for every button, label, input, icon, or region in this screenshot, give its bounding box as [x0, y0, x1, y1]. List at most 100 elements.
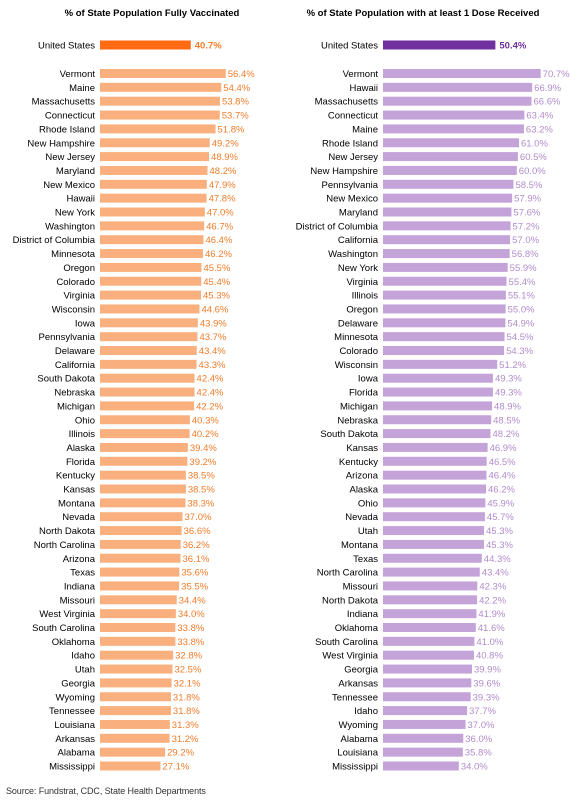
panel-1-data-label: 56.4% — [228, 69, 255, 80]
panel-1-data-label: 31.3% — [172, 720, 199, 731]
panel-1-bar — [100, 262, 202, 272]
panel-2-bar — [383, 664, 472, 674]
panel-2-data-label: 39.3% — [473, 692, 500, 703]
panel-1-category-label: Nebraska — [54, 388, 95, 399]
panel-2-data-label: 63.4% — [526, 111, 553, 122]
panel-1-category-label: New Jersey — [45, 152, 95, 163]
panel-2-data-label: 49.3% — [495, 374, 522, 385]
panel-1-data-label: 32.5% — [174, 665, 201, 676]
panel-1-bar — [100, 69, 226, 78]
panel-1-data-label: 32.8% — [175, 651, 202, 662]
panel-2-bar — [383, 415, 492, 425]
panel-2-data-label: 48.5% — [493, 415, 520, 426]
panel-2-data-label: 55.0% — [508, 304, 535, 315]
panel-1-category-label: Minnesota — [51, 249, 96, 260]
panel-1-data-label: 53.8% — [222, 97, 249, 108]
panel-1-category-label: New Hampshire — [27, 138, 95, 149]
panel-2-category-label: Oregon — [346, 304, 378, 315]
panel-2-category-label: Maryland — [339, 208, 378, 219]
panel-2-data-label: 66.9% — [534, 83, 561, 94]
panel-1-data-label: 48.9% — [211, 152, 238, 163]
panel-2-category-label: Kansas — [346, 443, 378, 454]
panel-2-bar — [383, 179, 514, 189]
panel-1-data-label: 42.4% — [197, 388, 224, 399]
panel-1-bar — [100, 553, 181, 563]
panel-2-category-label: Rhode Island — [322, 138, 378, 149]
panel-2-bar — [383, 526, 485, 536]
panel-2-category-label: West Virginia — [322, 651, 378, 662]
panel-1-category-label: Kentucky — [56, 471, 95, 482]
panel-2-category-label: Massachusetts — [315, 97, 379, 108]
panel-2-category-label: Alabama — [341, 734, 379, 745]
panel-1-data-label: 45.5% — [203, 263, 230, 274]
panel-1-category-label: Rhode Island — [39, 124, 95, 135]
panel-1-data-label: 53.7% — [222, 111, 249, 122]
panel-1-bar — [100, 761, 161, 771]
panel-2-category-label: Illinois — [352, 291, 379, 302]
panel-1-bar — [100, 179, 207, 189]
panel-2-category-label: Indiana — [347, 609, 379, 620]
panel-2-data-label: 46.4% — [488, 471, 515, 482]
panel-2-bar — [383, 221, 511, 231]
panel-1-category-label: Washington — [45, 221, 95, 232]
panel-1-us-bar — [100, 40, 191, 50]
panel-2-bar — [383, 346, 505, 355]
panel-2-bar — [383, 373, 493, 383]
panel-2-data-label: 55.1% — [508, 291, 535, 302]
panel-2-bar — [383, 747, 463, 757]
panel-1-data-label: 44.6% — [201, 304, 228, 315]
panel-2-category-label: New York — [338, 263, 378, 274]
panel-2-category-label: Hawaii — [349, 83, 378, 94]
panel-1-bar — [100, 235, 204, 245]
panel-2-bar — [383, 304, 506, 314]
panel-2-data-label: 57.2% — [513, 221, 540, 232]
panel-2-bar — [383, 69, 541, 78]
panel-1-category-label: Michigan — [57, 401, 95, 412]
panel-1-data-label: 27.1% — [162, 762, 189, 773]
panel-1-bar — [100, 609, 176, 619]
panel-2-category-label: Nebraska — [337, 415, 378, 426]
panel-1-category-label: South Dakota — [37, 374, 95, 385]
panel-2-data-label: 45.3% — [486, 540, 513, 551]
panel-1-data-label: 45.4% — [203, 277, 230, 288]
panel-2-bar — [383, 623, 476, 632]
panel-1-bar — [100, 512, 183, 522]
panel-1-bar — [100, 359, 197, 369]
panel-2-category-label: New Mexico — [326, 194, 378, 205]
panel-2-bar — [383, 290, 506, 300]
panel-2-bar — [383, 401, 493, 411]
panel-2-data-label: 63.2% — [526, 124, 553, 135]
panel-1-data-label: 43.4% — [199, 346, 226, 357]
panel-1-data-label: 47.9% — [209, 180, 236, 191]
panel-2-us-bar — [383, 40, 496, 50]
panel-2-bar — [383, 609, 477, 619]
panel-2-category-label: Vermont — [343, 69, 379, 80]
panel-2-data-label: 39.6% — [473, 678, 500, 689]
panel-1-category-label: North Carolina — [34, 540, 96, 551]
panel-2-bar — [383, 262, 508, 272]
panel-1-bar — [100, 442, 188, 452]
panel-1-data-label: 43.9% — [200, 318, 227, 329]
panel-1-category-label: Oregon — [63, 263, 95, 274]
panel-2-bar — [383, 207, 512, 217]
panel-1-category-label: Wyoming — [55, 692, 95, 703]
panel-1-category-label: Iowa — [75, 318, 96, 329]
panel-1-data-label: 29.2% — [167, 748, 194, 759]
panel-2-data-label: 49.3% — [495, 388, 522, 399]
panel-1-bar — [100, 539, 181, 549]
panel-1-bar — [100, 165, 208, 175]
panel-2-data-label: 60.5% — [520, 152, 547, 163]
panel-2-category-label: Delaware — [338, 318, 378, 329]
panel-2-category-label: Colorado — [339, 346, 378, 357]
panel-1-data-label: 31.8% — [173, 692, 200, 703]
panel-1-category-label: Mississippi — [49, 762, 95, 773]
panel-2-data-label: 42.2% — [479, 595, 506, 606]
panel-1-bar — [100, 373, 195, 383]
panel-1-data-label: 38.5% — [188, 471, 215, 482]
panel-2-category-label: Montana — [341, 540, 379, 551]
panel-1-bar — [100, 429, 190, 439]
panel-1-category-label: North Dakota — [39, 526, 96, 537]
panel-2-data-label: 57.0% — [512, 235, 539, 246]
panel-2-category-label: New Jersey — [328, 152, 378, 163]
panel-2-data-label: 40.8% — [476, 651, 503, 662]
